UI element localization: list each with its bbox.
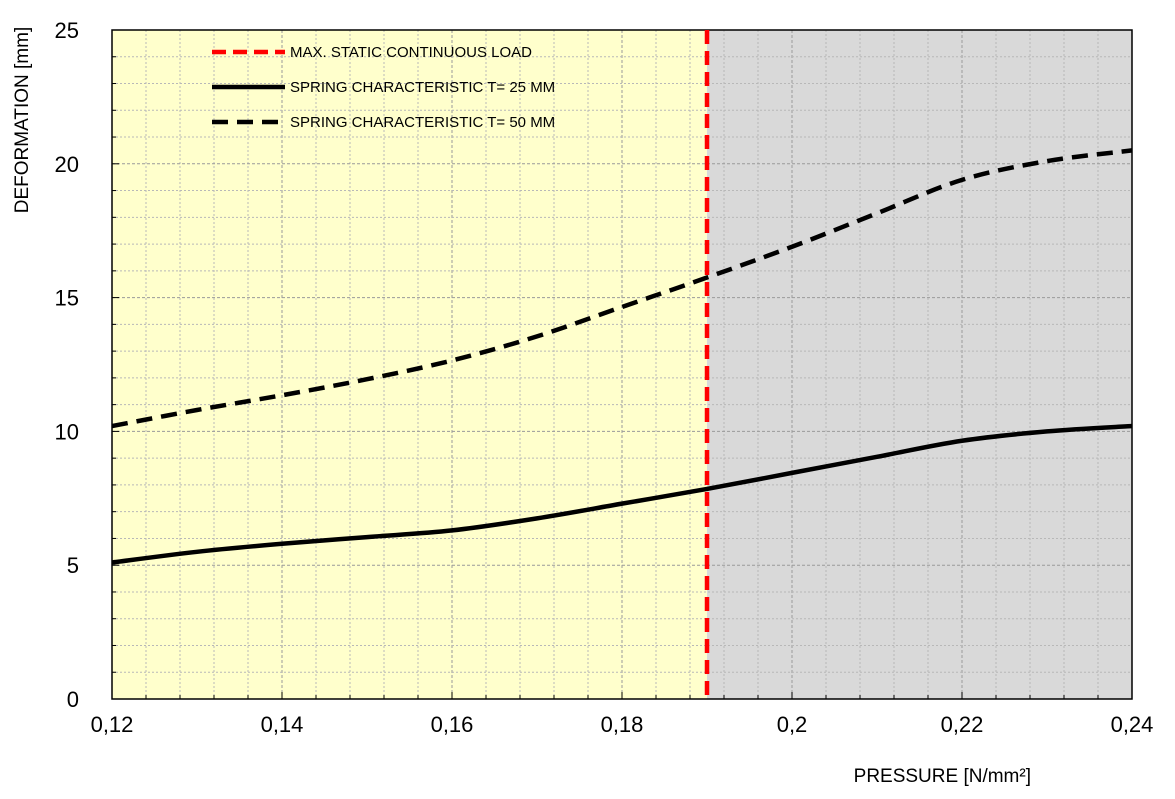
y-tick-label: 20 <box>55 152 79 177</box>
x-tick-label: 0,22 <box>941 712 984 737</box>
legend-t50-label: SPRING CHARACTERISTIC T= 50 MM <box>290 114 555 131</box>
x-tick-label: 0,12 <box>91 712 134 737</box>
x-tick-label: 0,14 <box>261 712 304 737</box>
x-tick-label: 0,2 <box>777 712 808 737</box>
x-tick-label: 0,24 <box>1111 712 1154 737</box>
series-line-t50 <box>111 148 1133 429</box>
shaded-region-below-load <box>112 30 707 699</box>
x-tick-label: 0,18 <box>601 712 644 737</box>
y-axis-label: DEFORMATION [mm] <box>12 27 33 213</box>
shaded-region-above-load <box>707 30 1132 699</box>
y-tick-label: 5 <box>67 553 79 578</box>
legend-max-static-load-label: MAX. STATIC CONTINUOUS LOAD <box>290 44 532 61</box>
y-tick-label: 0 <box>67 687 79 712</box>
y-tick-label: 10 <box>55 419 79 444</box>
x-tick-label: 0,16 <box>431 712 474 737</box>
x-axis-label: PRESSURE [N/mm²] <box>854 766 1031 787</box>
legend-t25-label: SPRING CHARACTERISTIC T= 25 MM <box>290 79 555 96</box>
y-tick-label: 25 <box>55 18 79 43</box>
series-line-t25 <box>111 423 1133 565</box>
y-tick-label: 15 <box>55 286 79 311</box>
